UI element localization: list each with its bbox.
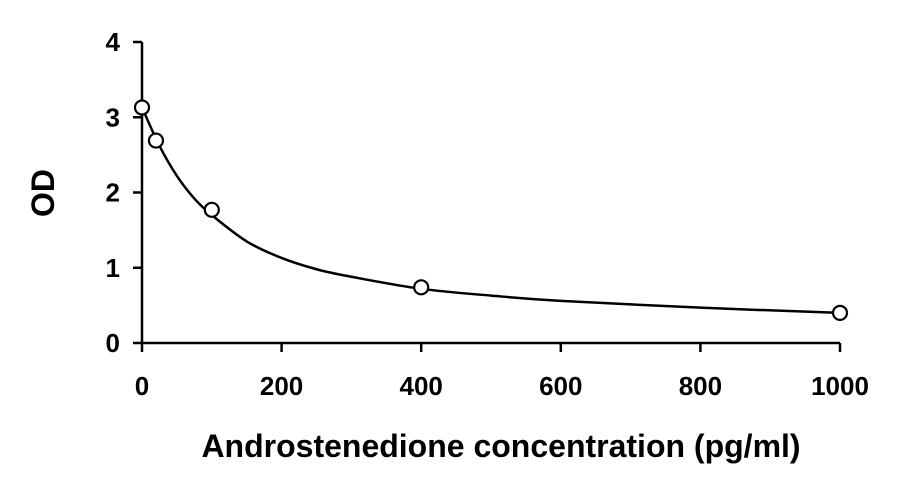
x-tick-label: 0 bbox=[135, 371, 149, 401]
data-point bbox=[203, 201, 220, 218]
x-tick-label: 800 bbox=[679, 371, 722, 401]
y-tick-label: 2 bbox=[106, 178, 120, 208]
x-axis-ticks: 0 200 400 600 800 1000 bbox=[135, 343, 869, 401]
axes bbox=[140, 42, 840, 345]
y-axis-ticks: 0 1 2 3 4 bbox=[106, 27, 142, 358]
data-point bbox=[133, 99, 151, 116]
fit-curve-line bbox=[140, 106, 841, 315]
y-tick-label: 3 bbox=[106, 102, 120, 132]
x-tick-label: 200 bbox=[260, 371, 303, 401]
y-tick-label: 1 bbox=[106, 253, 120, 283]
data-point bbox=[147, 132, 165, 149]
y-tick-label: 4 bbox=[106, 27, 121, 57]
y-axis-title: OD bbox=[25, 169, 61, 217]
data-point bbox=[413, 279, 430, 296]
x-tick-label: 400 bbox=[400, 371, 443, 401]
data-points-layer bbox=[133, 99, 849, 321]
x-axis-title: Androstenedione concentration (pg/ml) bbox=[201, 428, 800, 464]
y-tick-label: 0 bbox=[106, 328, 120, 358]
data-point bbox=[831, 304, 849, 321]
x-tick-label: 1000 bbox=[811, 371, 869, 401]
x-tick-label: 600 bbox=[539, 371, 582, 401]
fit-curve-layer bbox=[140, 106, 841, 315]
